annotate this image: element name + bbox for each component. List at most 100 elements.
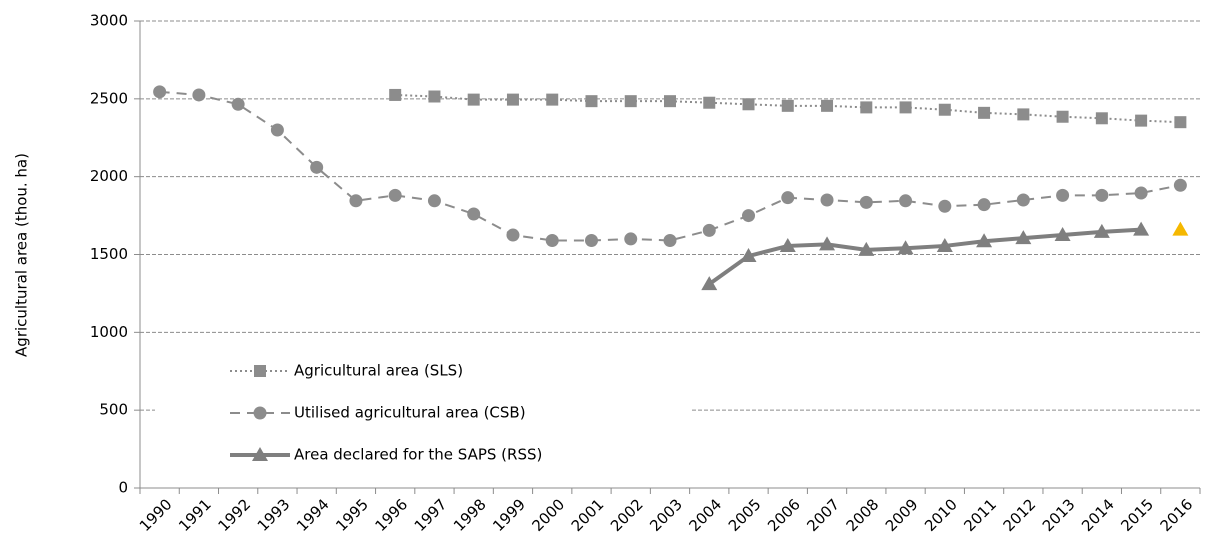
marker bbox=[663, 233, 677, 247]
x-tick-label: 1993 bbox=[254, 495, 294, 535]
x-tick-label: 2004 bbox=[686, 495, 726, 535]
x-tick-label: 1994 bbox=[293, 495, 333, 535]
x-tick-label: 2001 bbox=[568, 495, 608, 535]
marker bbox=[1056, 188, 1070, 202]
y-tick-label: 2000 bbox=[90, 167, 128, 185]
legend-label: Area declared for the SAPS (RSS) bbox=[294, 446, 542, 464]
legend: Agricultural area (SLS) Utilised agricult… bbox=[155, 350, 690, 476]
marker bbox=[1135, 114, 1148, 127]
x-tick-label: 1998 bbox=[450, 495, 490, 535]
marker bbox=[1016, 193, 1030, 207]
marker bbox=[1054, 227, 1071, 242]
marker bbox=[1095, 112, 1108, 125]
marker bbox=[936, 237, 953, 252]
marker bbox=[192, 88, 206, 102]
marker bbox=[1133, 221, 1150, 236]
marker bbox=[389, 88, 402, 101]
marker bbox=[1172, 221, 1189, 236]
x-tick-label: 2011 bbox=[960, 495, 1000, 535]
marker bbox=[977, 198, 991, 212]
marker bbox=[428, 90, 441, 103]
marker bbox=[506, 93, 519, 106]
marker bbox=[858, 241, 875, 256]
marker bbox=[254, 365, 266, 377]
x-tick-label: 2000 bbox=[529, 495, 569, 535]
x-tick-label: 2010 bbox=[921, 495, 961, 535]
marker bbox=[859, 195, 873, 209]
x-tick-label: 2007 bbox=[803, 495, 843, 535]
series-line bbox=[159, 90, 1181, 242]
marker bbox=[702, 223, 716, 237]
marker bbox=[506, 228, 520, 242]
marker bbox=[467, 207, 481, 221]
marker bbox=[624, 95, 637, 108]
marker bbox=[253, 406, 267, 420]
marker bbox=[231, 97, 245, 111]
x-tick-label: 1996 bbox=[371, 495, 411, 535]
marker bbox=[467, 93, 480, 106]
marker bbox=[701, 276, 718, 291]
marker bbox=[938, 199, 952, 213]
marker bbox=[585, 95, 598, 108]
marker bbox=[1017, 108, 1030, 121]
x-tick-label: 2008 bbox=[843, 495, 883, 535]
marker bbox=[938, 103, 951, 116]
series-line bbox=[708, 227, 1142, 286]
marker bbox=[1015, 230, 1032, 245]
marker bbox=[976, 233, 993, 248]
marker bbox=[1174, 116, 1187, 129]
x-tick-label: 1992 bbox=[214, 495, 254, 535]
marker bbox=[819, 236, 836, 251]
marker bbox=[624, 232, 638, 246]
y-tick-label: 3000 bbox=[90, 12, 128, 30]
marker bbox=[1134, 186, 1148, 200]
legend-label: Utilised agricultural area (CSB) bbox=[294, 404, 526, 422]
y-tick-label: 1000 bbox=[90, 323, 128, 341]
marker bbox=[897, 240, 914, 255]
x-tick-label: 2015 bbox=[1117, 495, 1157, 535]
x-tick-label: 2009 bbox=[882, 495, 922, 535]
marker bbox=[978, 106, 991, 119]
y-tick-label: 500 bbox=[99, 401, 128, 419]
x-tick-label: 1997 bbox=[411, 495, 451, 535]
marker bbox=[703, 96, 716, 109]
marker bbox=[820, 193, 834, 207]
x-tick-label: 2016 bbox=[1157, 495, 1197, 535]
marker bbox=[349, 194, 363, 208]
marker bbox=[1095, 188, 1109, 202]
x-tick-label: 2013 bbox=[1039, 495, 1079, 535]
marker bbox=[545, 233, 559, 247]
marker bbox=[742, 209, 756, 223]
x-tick-label: 2012 bbox=[1000, 495, 1040, 535]
marker bbox=[664, 95, 676, 108]
marker bbox=[742, 98, 755, 111]
marker bbox=[781, 99, 794, 112]
marker bbox=[899, 194, 913, 208]
x-tick-label: 2002 bbox=[607, 495, 647, 535]
series-line bbox=[395, 93, 1181, 124]
marker bbox=[1093, 223, 1110, 238]
y-tick-label: 2500 bbox=[90, 89, 128, 107]
marker bbox=[388, 188, 402, 202]
marker bbox=[584, 233, 598, 247]
y-tick-label: 1500 bbox=[90, 245, 128, 263]
x-tick-label: 2014 bbox=[1078, 495, 1118, 535]
x-tick-label: 1999 bbox=[489, 495, 529, 535]
marker bbox=[153, 85, 167, 99]
marker bbox=[1056, 110, 1069, 123]
marker bbox=[546, 93, 559, 106]
x-tick-label: 2003 bbox=[646, 495, 686, 535]
marker bbox=[740, 248, 757, 263]
marker bbox=[899, 101, 912, 114]
marker bbox=[821, 99, 834, 112]
x-tick-label: 2006 bbox=[764, 495, 804, 535]
marker bbox=[310, 160, 324, 174]
marker bbox=[270, 123, 284, 137]
x-tick-label: 1991 bbox=[175, 495, 215, 535]
x-tick-label: 1995 bbox=[332, 495, 372, 535]
y-axis-title: Agricultural area (thou. ha) bbox=[13, 153, 31, 357]
marker bbox=[779, 237, 796, 252]
x-tick-label: 2005 bbox=[725, 495, 765, 535]
legend-label: Agricultural area (SLS) bbox=[294, 362, 463, 380]
